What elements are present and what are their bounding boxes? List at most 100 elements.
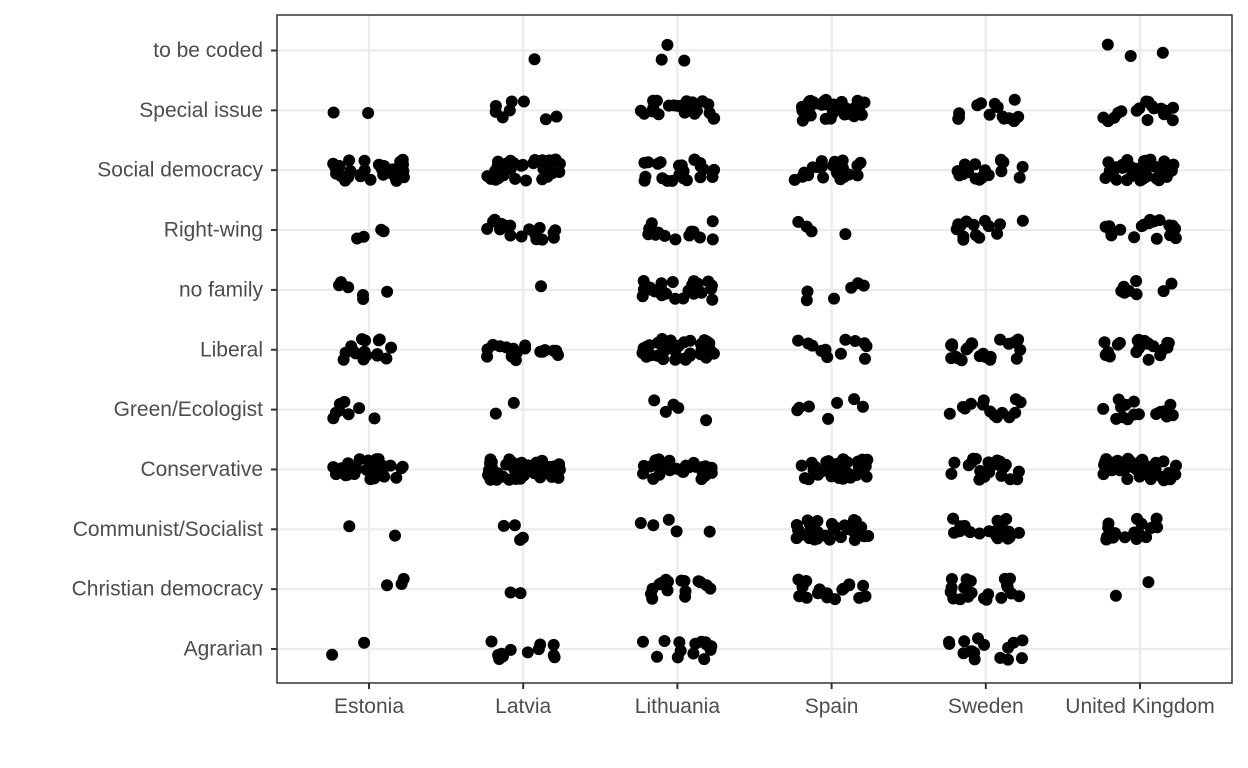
point-spain-communist-socialist xyxy=(848,534,861,546)
point-estonia-liberal xyxy=(359,349,371,362)
point-sweden-social-democracy xyxy=(1013,171,1026,184)
point-united-kingdom-conservative xyxy=(1121,473,1134,485)
point-spain-conservative xyxy=(850,469,863,481)
point-spain-no-family xyxy=(801,285,814,298)
point-latvia-agrarian xyxy=(548,651,561,664)
point-lithuania-green-ecologist xyxy=(659,405,672,418)
point-latvia-right-wing xyxy=(504,229,517,242)
point-lithuania-social-democracy xyxy=(638,174,651,187)
point-lithuania-special-issue xyxy=(688,107,701,120)
point-spain-special-issue xyxy=(855,108,868,121)
data-points xyxy=(326,38,1182,666)
point-united-kingdom-social-democracy xyxy=(1139,170,1152,182)
point-estonia-liberal xyxy=(356,333,368,346)
point-sweden-special-issue xyxy=(953,111,965,124)
point-lithuania-right-wing xyxy=(642,228,655,241)
point-spain-conservative xyxy=(802,473,815,486)
point-latvia-special-issue xyxy=(489,100,502,112)
point-latvia-communist-socialist xyxy=(508,519,521,532)
point-sweden-agrarian xyxy=(968,653,981,666)
point-united-kingdom-no-family xyxy=(1130,275,1143,287)
point-united-kingdom-communist-socialist xyxy=(1128,526,1141,539)
point-sweden-green-ecologist xyxy=(977,394,990,407)
point-estonia-social-democracy xyxy=(396,153,409,166)
point-estonia-green-ecologist xyxy=(338,395,351,408)
point-spain-conservative xyxy=(812,468,824,481)
point-sweden-liberal xyxy=(952,352,965,365)
point-estonia-conservative xyxy=(390,471,403,484)
point-spain-communist-socialist xyxy=(827,521,840,534)
point-latvia-social-democracy xyxy=(509,172,522,185)
y-tick-label-conservative: Conservative xyxy=(140,458,263,481)
point-sweden-conservative xyxy=(965,456,978,469)
point-united-kingdom-special-issue xyxy=(1097,111,1110,124)
point-sweden-conservative xyxy=(945,467,958,480)
point-sweden-special-issue xyxy=(1008,93,1021,106)
point-latvia-agrarian xyxy=(547,638,560,651)
point-united-kingdom-green-ecologist xyxy=(1164,398,1177,411)
x-axis: Estonia Latvia Lithuania Spain Sweden United … xyxy=(334,683,1215,718)
point-sweden-special-issue xyxy=(996,110,1009,123)
point-sweden-conservative xyxy=(973,473,986,486)
point-sweden-green-ecologist xyxy=(1009,406,1022,419)
point-lithuania-no-family xyxy=(692,277,704,290)
point-sweden-christian-democracy xyxy=(945,573,958,585)
point-spain-green-ecologist xyxy=(831,396,844,409)
point-estonia-special-issue xyxy=(362,107,375,119)
point-united-kingdom-green-ecologist xyxy=(1127,395,1140,408)
point-lithuania-special-issue xyxy=(652,108,665,121)
point-latvia-conservative xyxy=(514,472,527,485)
y-tick-label-to-be-coded: to be coded xyxy=(153,39,263,62)
point-lithuania-christian-democracy xyxy=(646,592,659,605)
point-sweden-agrarian xyxy=(958,635,971,648)
point-spain-communist-socialist xyxy=(846,524,859,537)
point-lithuania-agrarian xyxy=(687,647,700,660)
point-lithuania-liberal xyxy=(657,353,670,366)
point-lithuania-right-wing xyxy=(706,233,719,246)
point-latvia-social-democracy xyxy=(507,157,520,169)
y-tick-label-christian-democracy: Christian democracy xyxy=(72,578,264,601)
x-tick-label-spain: Spain xyxy=(805,695,859,718)
point-sweden-special-issue xyxy=(983,108,996,121)
point-sweden-green-ecologist xyxy=(984,405,997,418)
point-spain-communist-socialist xyxy=(809,527,822,540)
point-sweden-special-issue xyxy=(971,99,984,112)
point-lithuania-communist-socialist xyxy=(662,513,675,526)
point-lithuania-green-ecologist xyxy=(648,394,661,407)
point-spain-green-ecologist xyxy=(791,404,804,417)
point-sweden-agrarian xyxy=(972,632,984,645)
point-sweden-social-democracy xyxy=(962,166,975,179)
point-sweden-agrarian xyxy=(1002,653,1014,666)
point-latvia-conservative xyxy=(535,463,548,476)
point-united-kingdom-no-family xyxy=(1117,280,1130,293)
point-lithuania-social-democracy xyxy=(642,156,655,169)
point-lithuania-no-family xyxy=(666,276,679,288)
point-sweden-social-democracy xyxy=(995,165,1008,178)
point-united-kingdom-conservative xyxy=(1133,470,1146,483)
point-spain-green-ecologist xyxy=(822,412,835,425)
point-estonia-social-democracy xyxy=(397,165,410,178)
point-spain-christian-democracy xyxy=(843,578,856,591)
point-latvia-liberal xyxy=(505,350,518,363)
point-latvia-social-democracy xyxy=(546,167,559,179)
point-sweden-special-issue xyxy=(1012,110,1025,123)
point-lithuania-agrarian xyxy=(637,635,649,648)
point-sweden-communist-socialist xyxy=(973,527,986,540)
point-estonia-social-democracy xyxy=(329,161,342,174)
point-latvia-communist-socialist xyxy=(514,533,527,546)
point-latvia-conservative xyxy=(553,463,566,476)
point-latvia-christian-democracy xyxy=(514,587,527,600)
y-tick-label-social-democracy: Social democracy xyxy=(97,159,263,182)
point-lithuania-agrarian xyxy=(673,636,686,649)
point-lithuania-to-be-coded xyxy=(678,54,691,67)
point-sweden-communist-socialist xyxy=(991,514,1004,527)
point-lithuania-right-wing xyxy=(658,229,671,242)
point-sweden-special-issue xyxy=(991,101,1004,113)
point-united-kingdom-conservative xyxy=(1101,462,1114,475)
point-lithuania-special-issue xyxy=(638,107,651,120)
point-latvia-green-ecologist xyxy=(489,407,502,420)
point-united-kingdom-social-democracy xyxy=(1103,169,1116,182)
point-united-kingdom-liberal xyxy=(1142,353,1155,366)
point-estonia-no-family xyxy=(357,293,370,305)
